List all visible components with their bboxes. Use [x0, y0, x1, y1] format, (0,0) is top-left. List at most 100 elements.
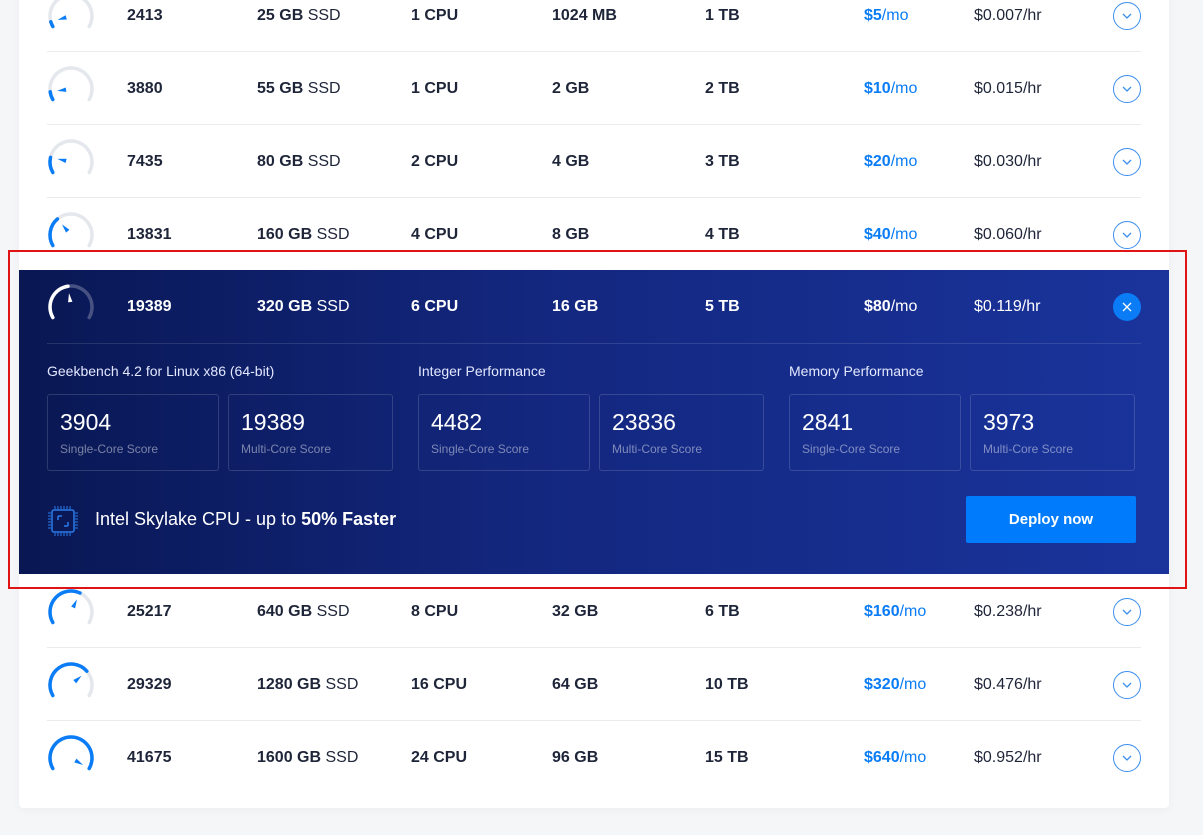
plan-row[interactable]: 25217 640 GB SSD 8 CPU 32 GB 6 TB $160/m…	[19, 575, 1169, 648]
plan-row-header[interactable]: 7435 80 GB SSD 2 CPU 4 GB 3 TB $20/mo $0…	[19, 125, 1169, 198]
expand-button[interactable]	[1113, 74, 1141, 103]
price-amount: $40	[864, 225, 891, 243]
score-value: 19389	[241, 409, 305, 435]
expand-button[interactable]	[1113, 743, 1141, 772]
storage-size: 25 GB	[257, 6, 304, 24]
plan-row-header[interactable]: 3880 55 GB SSD 1 CPU 2 GB 2 TB $10/mo $0…	[19, 52, 1169, 125]
monthly-price: $5/mo	[864, 7, 908, 25]
storage: 1280 GB SSD	[257, 676, 358, 694]
row-divider	[47, 647, 1141, 648]
monthly-price: $20/mo	[864, 153, 917, 171]
ram: 32 GB	[552, 602, 599, 620]
score-label: Multi-Core Score	[241, 442, 332, 456]
chevron-down-icon	[1122, 232, 1132, 238]
hourly-price: $0.060/hr	[974, 225, 1042, 243]
plan-row[interactable]: 13831 160 GB SSD 4 CPU 8 GB 4 TB $40/mo …	[19, 198, 1169, 271]
ram: 4 GB	[552, 152, 590, 170]
cpu: 1 CPU	[411, 6, 459, 24]
monthly-price: $80/mo	[864, 298, 917, 316]
row-divider	[47, 197, 1141, 198]
price-amount: $640	[864, 748, 900, 766]
storage-type: SSD	[325, 748, 359, 766]
plan-row-header[interactable]: 29329 1280 GB SSD 16 CPU 64 GB 10 TB $32…	[19, 648, 1169, 721]
benchmark-score: 13831	[127, 225, 172, 243]
storage-size: 320 GB	[257, 297, 313, 315]
hourly-price: $0.015/hr	[974, 79, 1042, 97]
monthly-price: $40/mo	[864, 226, 917, 244]
expand-button[interactable]	[1113, 220, 1141, 249]
plan-row-header[interactable]: 41675 1600 GB SSD 24 CPU 96 GB 15 TB $64…	[19, 721, 1169, 794]
plan-row[interactable]: 2413 25 GB SSD 1 CPU 1024 MB 1 TB $5/mo …	[19, 0, 1169, 52]
benchmark-section-title: Integer Performance	[418, 363, 546, 379]
row-divider	[47, 720, 1141, 721]
cpu: 4 CPU	[411, 225, 459, 243]
bandwidth: 4 TB	[705, 225, 740, 243]
speedometer-gauge-icon	[46, 137, 96, 187]
deploy-now-button[interactable]: Deploy now	[966, 496, 1136, 543]
monthly-price: $640/mo	[864, 749, 926, 767]
storage-size: 1280 GB	[257, 675, 322, 693]
plan-row[interactable]: 3880 55 GB SSD 1 CPU 2 GB 2 TB $10/mo $0…	[19, 52, 1169, 125]
chevron-down-icon	[1122, 159, 1132, 165]
storage-type: SSD	[307, 152, 341, 170]
price-unit: /mo	[881, 6, 909, 24]
benchmark-score: 7435	[127, 152, 163, 170]
plan-row[interactable]: 7435 80 GB SSD 2 CPU 4 GB 3 TB $20/mo $0…	[19, 125, 1169, 198]
speedometer-gauge-icon	[46, 587, 96, 637]
expand-button[interactable]	[1113, 670, 1141, 699]
score-box: 3904 Single-Core Score	[47, 394, 219, 471]
score-label: Single-Core Score	[431, 442, 530, 456]
price-amount: $80	[864, 297, 891, 315]
storage-type: SSD	[307, 79, 341, 97]
score-label: Multi-Core Score	[983, 442, 1074, 456]
price-unit: /mo	[890, 79, 918, 97]
price-unit: /mo	[899, 675, 927, 693]
collapse-button[interactable]	[1113, 293, 1141, 321]
storage: 25 GB SSD	[257, 7, 341, 25]
monthly-price: $320/mo	[864, 676, 926, 694]
speedometer-gauge-icon	[46, 0, 96, 41]
benchmark-score: 25217	[127, 602, 172, 620]
plan-row-header[interactable]: 2413 25 GB SSD 1 CPU 1024 MB 1 TB $5/mo …	[19, 0, 1169, 52]
ram: 1024 MB	[552, 6, 617, 24]
plan-row-header[interactable]: 19389 320 GB SSD 6 CPU 16 GB 5 TB $80/mo…	[19, 270, 1169, 343]
plan-row-expanded[interactable]: 19389 320 GB SSD 6 CPU 16 GB 5 TB $80/mo…	[19, 270, 1169, 574]
benchmark-score: 3880	[127, 79, 163, 97]
storage-type: SSD	[316, 297, 350, 315]
price-unit: /mo	[890, 297, 918, 315]
promo-text: Intel Skylake CPU - up to 50% Faster	[95, 509, 396, 530]
cpu: 24 CPU	[411, 748, 468, 766]
plan-row-header[interactable]: 13831 160 GB SSD 4 CPU 8 GB 4 TB $40/mo …	[19, 198, 1169, 271]
bandwidth: 1 TB	[705, 6, 740, 24]
hourly-price: $0.119/hr	[974, 297, 1041, 315]
bandwidth: 5 TB	[705, 297, 740, 315]
plan-row[interactable]: 29329 1280 GB SSD 16 CPU 64 GB 10 TB $32…	[19, 648, 1169, 721]
plan-row[interactable]: 41675 1600 GB SSD 24 CPU 96 GB 15 TB $64…	[19, 721, 1169, 794]
storage-type: SSD	[316, 602, 350, 620]
score-box: 19389 Multi-Core Score	[228, 394, 393, 471]
speedometer-gauge-icon	[46, 660, 96, 710]
benchmark-score: 2413	[127, 6, 163, 24]
close-icon	[1122, 302, 1132, 312]
bandwidth: 10 TB	[705, 675, 749, 693]
expand-button[interactable]	[1113, 1, 1141, 30]
speedometer-gauge-icon	[46, 64, 96, 114]
row-divider	[47, 51, 1141, 52]
storage-type: SSD	[316, 225, 350, 243]
chevron-down-icon	[1122, 609, 1132, 615]
storage: 320 GB SSD	[257, 298, 350, 316]
expand-button[interactable]	[1113, 597, 1141, 626]
price-amount: $10	[864, 79, 891, 97]
price-unit: /mo	[890, 225, 918, 243]
storage: 1600 GB SSD	[257, 749, 358, 767]
score-value: 3973	[983, 409, 1035, 435]
bandwidth: 3 TB	[705, 152, 740, 170]
storage-size: 55 GB	[257, 79, 304, 97]
promo-prefix: Intel Skylake CPU - up to	[95, 509, 302, 529]
monthly-price: $10/mo	[864, 80, 917, 98]
plan-row-header[interactable]: 25217 640 GB SSD 8 CPU 32 GB 6 TB $160/m…	[19, 575, 1169, 648]
row-divider	[47, 124, 1141, 125]
score-value: 3904	[60, 409, 112, 435]
expand-button[interactable]	[1113, 147, 1141, 176]
score-box: 23836 Multi-Core Score	[599, 394, 764, 471]
